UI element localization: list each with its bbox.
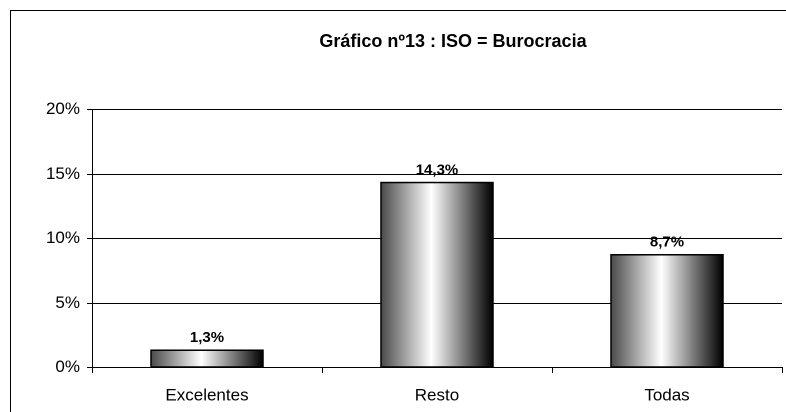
bar [380, 181, 494, 368]
value-label: 8,7% [650, 234, 684, 251]
bar [150, 349, 264, 368]
y-tick-label: 15% [46, 164, 80, 183]
x-tick-label: Resto [415, 385, 459, 404]
x-tick-label: Todas [644, 385, 689, 404]
value-label: 14,3% [416, 161, 459, 178]
x-tick-label: Excelentes [165, 385, 248, 404]
y-tick-label: 5% [55, 293, 80, 312]
value-label: 1,3% [190, 329, 224, 346]
y-tick-label: 0% [55, 357, 80, 376]
y-tick-label: 10% [46, 228, 80, 247]
chart-title: Gráfico nº13 : ISO = Burocracia [319, 31, 587, 51]
y-tick-label: 20% [46, 99, 80, 118]
bar [610, 254, 724, 368]
